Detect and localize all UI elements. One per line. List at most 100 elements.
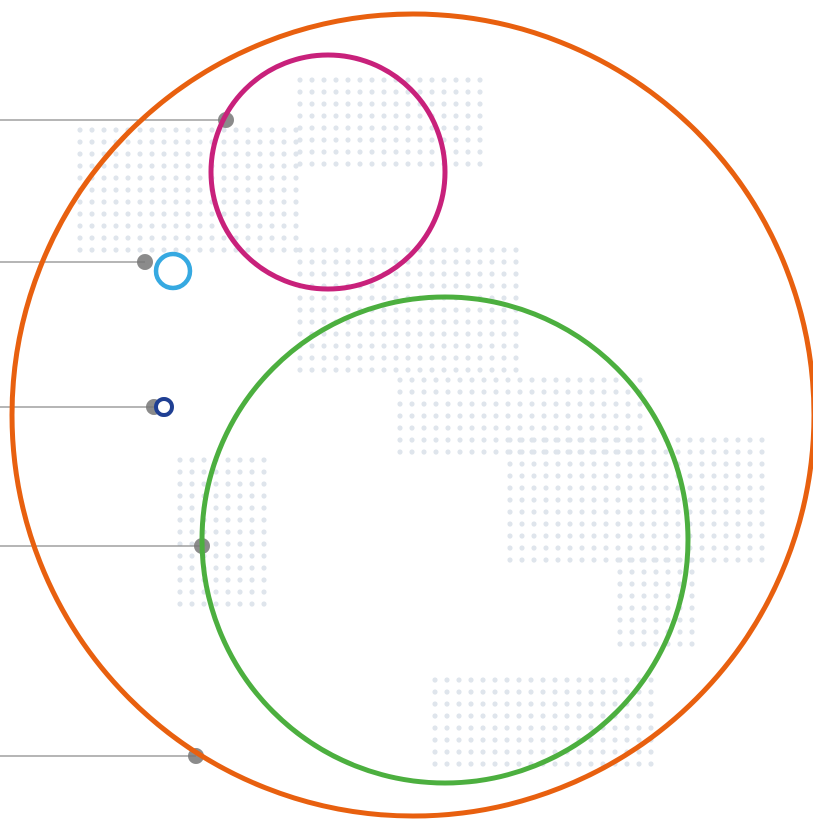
land-dot	[405, 355, 411, 361]
land-dot	[233, 223, 239, 229]
land-dot	[513, 283, 519, 289]
land-dot	[612, 737, 618, 743]
land-dot	[357, 101, 363, 107]
land-dot	[541, 389, 547, 395]
land-dot	[723, 521, 729, 527]
land-dot	[507, 509, 513, 515]
land-dot	[309, 77, 315, 83]
land-dot	[641, 557, 647, 563]
land-dot	[552, 761, 558, 767]
land-dot	[711, 557, 717, 563]
land-dot	[189, 481, 195, 487]
land-dot	[113, 127, 119, 133]
land-dot	[161, 127, 167, 133]
bubble-magenta	[208, 52, 448, 292]
land-dot	[293, 247, 299, 253]
land-dot	[309, 247, 315, 253]
land-dot	[185, 199, 191, 205]
land-dot	[648, 689, 654, 695]
land-dot	[519, 545, 525, 551]
land-dot	[541, 413, 547, 419]
land-dot	[417, 259, 423, 265]
land-dot	[113, 187, 119, 193]
land-dot	[257, 187, 263, 193]
land-dot	[699, 509, 705, 515]
land-dot	[225, 469, 231, 475]
land-dot	[89, 187, 95, 193]
land-dot	[433, 437, 439, 443]
land-dot	[333, 247, 339, 253]
land-dot	[177, 553, 183, 559]
land-dot	[309, 319, 315, 325]
land-dot	[456, 725, 462, 731]
land-dot	[663, 533, 669, 539]
land-dot	[333, 367, 339, 373]
land-dot	[101, 199, 107, 205]
land-dot	[405, 247, 411, 253]
land-dot	[453, 137, 459, 143]
land-dot	[653, 557, 659, 563]
land-dot	[564, 689, 570, 695]
land-dot	[297, 295, 303, 301]
land-dot	[432, 725, 438, 731]
land-dot	[639, 473, 645, 479]
land-dot	[369, 331, 375, 337]
land-dot	[225, 553, 231, 559]
land-dot	[297, 137, 303, 143]
land-dot	[397, 437, 403, 443]
land-dot	[456, 761, 462, 767]
land-dot	[345, 367, 351, 373]
land-dot	[481, 389, 487, 395]
land-dot	[480, 701, 486, 707]
land-dot	[185, 163, 191, 169]
land-dot	[445, 437, 451, 443]
dot-map	[77, 77, 765, 767]
land-dot	[507, 521, 513, 527]
land-dot	[465, 101, 471, 107]
land-dot	[648, 761, 654, 767]
land-dot	[517, 377, 523, 383]
land-dot	[477, 271, 483, 277]
land-dot	[677, 641, 683, 647]
land-dot	[77, 127, 83, 133]
land-dot	[653, 629, 659, 635]
land-dot	[552, 677, 558, 683]
land-dot	[161, 247, 167, 253]
land-dot	[333, 331, 339, 337]
land-dot	[747, 521, 753, 527]
land-dot	[281, 223, 287, 229]
land-dot	[177, 601, 183, 607]
land-dot	[492, 689, 498, 695]
land-dot	[663, 473, 669, 479]
land-dot	[249, 601, 255, 607]
land-dot	[173, 247, 179, 253]
land-dot	[177, 481, 183, 487]
land-dot	[357, 125, 363, 131]
land-dot	[417, 125, 423, 131]
land-dot	[149, 151, 155, 157]
land-dot	[519, 557, 525, 563]
land-dot	[77, 199, 83, 205]
land-dot	[543, 509, 549, 515]
land-dot	[113, 163, 119, 169]
land-dot	[453, 125, 459, 131]
land-dot	[591, 533, 597, 539]
land-dot	[213, 589, 219, 595]
land-dot	[663, 449, 669, 455]
land-dot	[612, 689, 618, 695]
land-dot	[489, 343, 495, 349]
land-dot	[261, 457, 267, 463]
land-dot	[189, 529, 195, 535]
land-dot	[357, 89, 363, 95]
land-dot	[409, 377, 415, 383]
land-dot	[225, 577, 231, 583]
land-dot	[615, 449, 621, 455]
land-dot	[639, 533, 645, 539]
land-dot	[567, 473, 573, 479]
land-dot	[281, 175, 287, 181]
land-dot	[603, 437, 609, 443]
land-dot	[417, 113, 423, 119]
land-dot	[249, 517, 255, 523]
land-dot	[441, 355, 447, 361]
land-dot	[468, 713, 474, 719]
